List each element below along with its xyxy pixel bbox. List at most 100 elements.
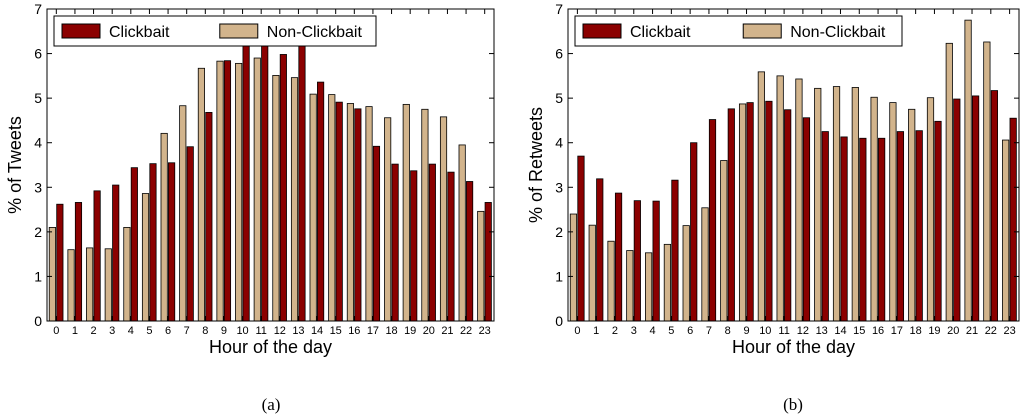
y-tick-label: 4: [34, 135, 42, 151]
bar-nonclickbait-8: [197, 67, 205, 321]
x-tick-label: 19: [928, 325, 940, 337]
y-tick-label: 2: [555, 224, 563, 240]
bar-clickbait-4: [130, 167, 138, 321]
x-tick-label: 9: [221, 325, 227, 337]
bar-clickbait-3: [633, 200, 641, 321]
bar-nonclickbait-12: [795, 78, 803, 321]
bar-clickbait-20: [953, 98, 961, 321]
bar-nonclickbait-16: [346, 103, 354, 321]
bar-nonclickbait-7: [701, 207, 709, 321]
axes-frame: [567, 8, 1020, 322]
bar-clickbait-9: [223, 60, 232, 321]
bar-nonclickbait-14: [309, 93, 317, 321]
bar-nonclickbait-0: [569, 213, 578, 321]
bar-nonclickbait-19: [926, 97, 935, 321]
x-tick-label: 6: [687, 325, 693, 337]
bar-clickbait-15: [335, 101, 343, 321]
bar-nonclickbait-0: [48, 226, 56, 321]
bar-nonclickbait-16: [870, 96, 878, 321]
x-tick-label: 7: [706, 325, 712, 337]
x-tick-label: 13: [292, 325, 304, 337]
bar-clickbait-21: [447, 171, 455, 321]
bar-nonclickbait-18: [908, 108, 916, 321]
x-tick-label: 20: [423, 325, 435, 337]
x-tick-label: 10: [236, 325, 248, 337]
x-tick-label: 11: [778, 325, 789, 337]
x-axis-title: Hour of the day: [209, 337, 332, 357]
bar-clickbait-14: [840, 136, 848, 321]
bar-nonclickbait-9: [738, 103, 747, 321]
x-tick-label: 10: [759, 325, 771, 337]
x-tick-label: 23: [479, 325, 491, 337]
y-tick-label: 3: [34, 179, 42, 195]
bar-nonclickbait-18: [384, 117, 392, 321]
x-tick-label: 22: [985, 325, 997, 337]
bar-clickbait-8: [205, 112, 213, 321]
x-tick-label: 2: [612, 325, 618, 337]
x-tick-label: 3: [109, 325, 115, 337]
bar-clickbait-23: [1009, 117, 1017, 321]
bar-nonclickbait-7: [179, 105, 187, 321]
bar-nonclickbait-2: [86, 247, 94, 321]
x-tick-label: 23: [1003, 325, 1015, 337]
x-tick-label: 8: [725, 325, 731, 337]
x-tick-label: 20: [947, 325, 959, 337]
y-tick-label: 1: [34, 268, 42, 284]
bar-nonclickbait-3: [104, 248, 112, 321]
bar-nonclickbait-19: [402, 103, 410, 321]
x-tick-label: 0: [53, 325, 59, 337]
bar-clickbait-5: [149, 163, 157, 321]
bar-clickbait-11: [784, 109, 792, 321]
x-tick-label: 7: [184, 325, 190, 337]
bar-nonclickbait-3: [626, 250, 634, 321]
y-tick-label: 7: [555, 1, 563, 17]
bar-nonclickbait-8: [720, 160, 728, 321]
bar-clickbait-16: [878, 137, 886, 321]
bar-nonclickbait-21: [439, 116, 448, 321]
legend-label-clickbait: Clickbait: [109, 24, 170, 41]
bar-clickbait-0: [577, 155, 585, 321]
bar-clickbait-3: [112, 184, 120, 321]
bar-nonclickbait-12: [272, 75, 280, 321]
bar-nonclickbait-1: [588, 224, 596, 321]
x-tick-label: 16: [872, 325, 884, 337]
bar-clickbait-6: [168, 162, 176, 321]
bar-nonclickbait-20: [421, 108, 429, 321]
x-tick-label: 22: [460, 325, 472, 337]
bar-nonclickbait-10: [757, 71, 765, 321]
bar-nonclickbait-6: [160, 132, 168, 321]
bar-nonclickbait-23: [477, 210, 485, 321]
bar-clickbait-13: [298, 45, 306, 321]
legend-swatch-clickbait: [61, 23, 101, 39]
panel-caption: (a): [262, 395, 281, 414]
y-tick-label: 6: [34, 46, 42, 62]
legend-box: [574, 15, 903, 47]
x-tick-label: 21: [441, 325, 453, 337]
bar-nonclickbait-20: [945, 42, 953, 321]
x-tick-label: 12: [797, 325, 809, 337]
x-tick-label: 17: [891, 325, 903, 337]
bar-clickbait-12: [802, 117, 811, 321]
bar-clickbait-10: [242, 44, 250, 321]
x-tick-label: 17: [367, 325, 379, 337]
x-tick-label: 18: [385, 325, 397, 337]
x-tick-label: 13: [816, 325, 828, 337]
bar-nonclickbait-11: [253, 57, 261, 321]
x-tick-label: 11: [255, 325, 266, 337]
bar-clickbait-4: [652, 200, 660, 321]
bar-nonclickbait-4: [123, 226, 131, 321]
bar-clickbait-12: [279, 54, 287, 321]
bar-nonclickbait-4: [645, 252, 653, 321]
x-tick-label: 16: [348, 325, 360, 337]
x-tick-label: 21: [966, 325, 978, 337]
bar-clickbait-16: [354, 108, 362, 321]
x-tick-label: 18: [910, 325, 922, 337]
x-tick-label: 0: [574, 325, 580, 337]
y-axis-title: % of Tweets: [5, 116, 25, 214]
bar-nonclickbait-17: [365, 106, 373, 321]
bar-clickbait-1: [74, 202, 83, 321]
bar-nonclickbait-10: [235, 62, 243, 321]
y-tick-label: 3: [555, 179, 563, 195]
bar-clickbait-18: [915, 130, 923, 321]
x-tick-label: 4: [128, 325, 134, 337]
